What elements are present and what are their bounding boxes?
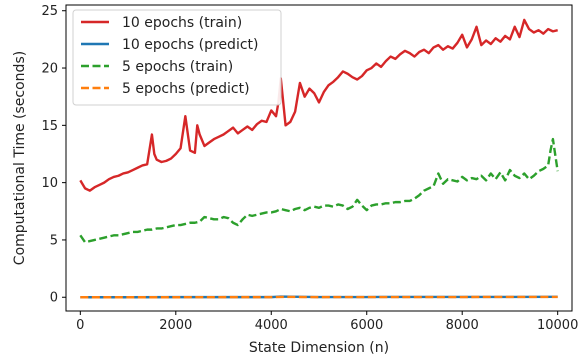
y-tick-label: 25	[41, 4, 58, 19]
x-tick-label: 0	[76, 318, 84, 333]
legend-box	[72, 9, 282, 106]
series-line-0	[79, 18, 558, 192]
y-axis-label: Computational Time (seconds)	[12, 51, 28, 265]
axis-ticks: 0 2000 4000 6000 8000 10000 0 5 10 15 20 25	[41, 4, 578, 333]
legend-label: 10 epochs (train)	[122, 15, 242, 31]
series-line-2	[79, 137, 559, 244]
x-tick-label: 2000	[159, 318, 192, 333]
plot-area	[79, 18, 559, 299]
x-tick-label: 6000	[350, 318, 383, 333]
axes-frame	[65, 4, 573, 312]
x-axis-label: State Dimension (n)	[249, 340, 389, 356]
y-tick-label: 0	[50, 291, 58, 306]
x-tick-label: 4000	[255, 318, 288, 333]
legend-label: 5 epochs (predict)	[122, 81, 250, 97]
y-tick-label: 15	[41, 119, 58, 134]
y-tick-label: 5	[50, 233, 58, 248]
legend-label: 5 epochs (train)	[122, 59, 233, 75]
y-tick-label: 10	[41, 176, 58, 191]
x-tick-label: 8000	[446, 318, 479, 333]
legend: 10 epochs (train) 10 epochs (predict) 5 ep…	[72, 9, 282, 106]
y-tick-label: 20	[41, 62, 58, 77]
legend-label: 10 epochs (predict)	[122, 37, 258, 53]
x-tick-label: 10000	[537, 318, 578, 333]
